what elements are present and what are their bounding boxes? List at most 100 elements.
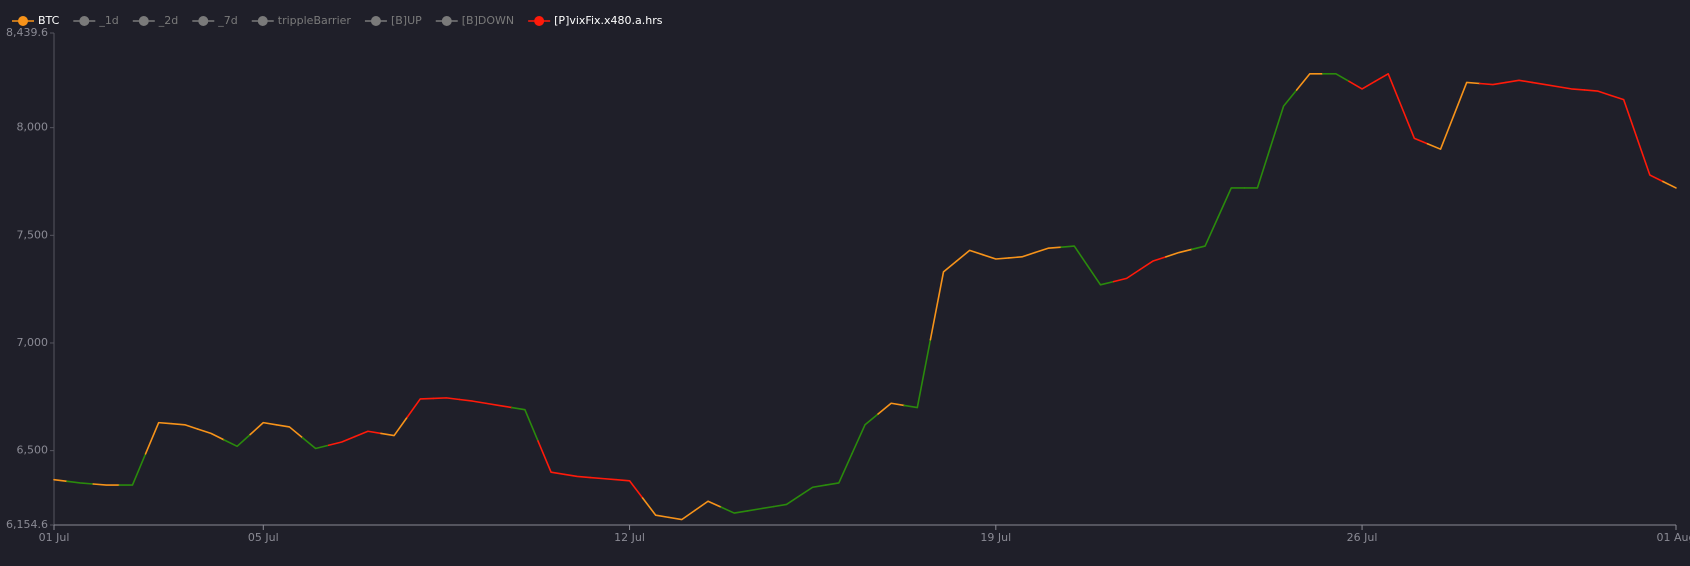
line-segment (118, 453, 147, 486)
legend-item[interactable]: [B]DOWN (435, 14, 514, 27)
line-segment (53, 478, 68, 483)
legend-marker (257, 16, 268, 26)
line-segment (66, 480, 95, 485)
legend-marker (441, 16, 452, 26)
line-segment (798, 484, 827, 497)
line-segment (1452, 81, 1481, 117)
legend-marker (79, 16, 90, 26)
line-segment (1374, 73, 1403, 107)
y-tick-label: 8,000 (17, 121, 49, 134)
line-segment (1086, 264, 1115, 286)
legend-label: [P]vixFix.x480.a.hrs (554, 14, 663, 27)
legend-label: [B]DOWN (462, 14, 514, 27)
x-tick-label: 01 Aug (1657, 531, 1690, 544)
line-segment (1295, 73, 1324, 91)
line-segment (824, 453, 853, 486)
legend-item[interactable]: [P]vixFix.x480.a.hrs (528, 14, 663, 27)
x-tick-label: 12 Jul (614, 531, 645, 544)
line-segment (458, 398, 487, 405)
x-tick-label: 19 Jul (980, 531, 1011, 544)
line-segment (1583, 89, 1612, 97)
legend-marker (534, 16, 545, 26)
legend-marker (198, 16, 209, 26)
legend-label: _7d (217, 14, 237, 27)
line-segment (1138, 256, 1167, 271)
line-segment (1165, 248, 1193, 258)
y-tick-label: 6,500 (17, 444, 49, 457)
line-segment (903, 338, 932, 409)
legend-marker (370, 16, 381, 26)
x-tick-label: 26 Jul (1347, 531, 1378, 544)
line-segment (275, 423, 304, 439)
line-segment (1531, 81, 1560, 88)
line-segment (720, 506, 749, 514)
line-segment (1112, 268, 1141, 283)
line-segment (667, 509, 696, 521)
line-segment (772, 495, 801, 508)
line-segment (484, 402, 513, 409)
line-segment (354, 430, 382, 438)
legend-label: [B]UP (391, 14, 422, 27)
line-segment (641, 497, 670, 519)
line-segment (223, 433, 252, 448)
y-tick-label: 8,439.6 (6, 26, 48, 39)
line-segment (1243, 146, 1272, 189)
line-segment (197, 428, 225, 441)
line-segment (615, 478, 644, 499)
line-segment (537, 440, 565, 476)
x-tick-label: 01 Jul (39, 531, 70, 544)
line-segment (1400, 105, 1429, 145)
line-segment (1505, 79, 1533, 84)
legend-label: BTC (38, 14, 60, 27)
line-segment (981, 253, 1010, 260)
y-tick-label: 7,500 (17, 228, 49, 241)
line-segment (1557, 85, 1586, 91)
legend-label: trippleBarrier (278, 14, 352, 27)
line-segment (1662, 180, 1677, 189)
legend-marker (18, 16, 28, 26)
line-segment (1426, 115, 1455, 150)
line-segment (1635, 136, 1664, 183)
line-segment (694, 500, 722, 512)
y-tick-label: 6,154.6 (6, 518, 48, 531)
legend-label: _2d (158, 14, 178, 27)
line-segment (327, 435, 356, 447)
line-segment (92, 483, 121, 486)
legend-item[interactable]: _1d (73, 14, 119, 27)
legend-item[interactable]: _2d (132, 14, 178, 27)
line-segment (406, 397, 435, 419)
line-segment (144, 421, 173, 455)
line-segment (249, 421, 278, 436)
line-segment (301, 436, 330, 450)
line-segment (563, 473, 592, 479)
line-segment (1348, 80, 1376, 90)
legend-item[interactable]: [B]UP (364, 14, 422, 27)
legend-label: _1d (98, 14, 118, 27)
line-segment (1034, 246, 1063, 254)
line-segment (589, 476, 618, 481)
legend-item[interactable]: trippleBarrier (251, 14, 352, 27)
line-segment (877, 402, 906, 415)
line-segment (511, 406, 539, 442)
y-tick-label: 7,000 (17, 336, 49, 349)
line-segment (170, 422, 199, 430)
line-segment (929, 260, 958, 341)
line-series (53, 73, 1677, 521)
x-tick-label: 05 Jul (248, 531, 279, 544)
legend-item[interactable]: BTC (12, 14, 60, 27)
line-segment (380, 416, 408, 437)
line-segment (1269, 89, 1298, 148)
line-segment (746, 505, 775, 512)
legend-item[interactable]: _7d (192, 14, 238, 27)
line-segment (1217, 187, 1246, 218)
line-segment (1060, 245, 1089, 267)
line-segment (1191, 216, 1219, 251)
legend-marker (138, 16, 149, 26)
line-segment (432, 397, 461, 401)
line-segment (1008, 251, 1036, 259)
line-segment (1609, 94, 1638, 139)
line-segment (955, 249, 984, 262)
line-segment (1322, 73, 1350, 83)
